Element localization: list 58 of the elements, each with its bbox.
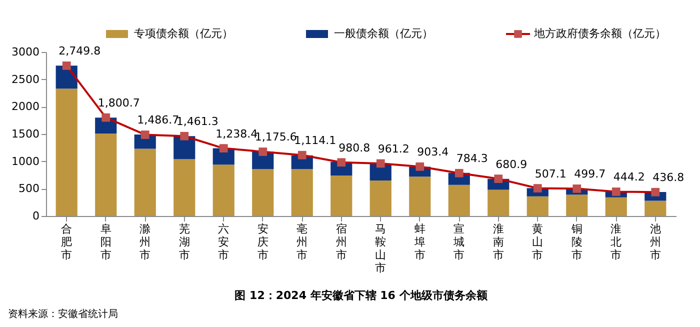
bar [134, 148, 156, 216]
data-label: 680.9 [496, 158, 528, 171]
y-tick-label: 3000 [12, 46, 40, 58]
x-tick-label: 合肥市 [61, 222, 72, 262]
bar [605, 197, 627, 216]
bar [526, 196, 548, 216]
x-tick-label: 宿州市 [336, 222, 347, 262]
x-tick-label: 池州市 [650, 222, 661, 262]
data-label: 444.2 [613, 170, 645, 184]
bar [644, 200, 666, 216]
x-tick-label: 阜阳市 [100, 222, 112, 262]
x-tick-label: 六安市 [218, 222, 230, 262]
data-label: 784.3 [456, 152, 488, 166]
x-tick-label: 铜陵市 [570, 222, 582, 262]
text: 图 12：2024 年安徽省下辖 16 个地级市债务余额 [234, 289, 488, 302]
data-label: 903.4 [417, 146, 449, 159]
bar [409, 176, 431, 216]
bar [95, 133, 117, 216]
y-tick-label: 500 [18, 182, 40, 196]
bar [212, 164, 234, 216]
x-tick-label: 淮南市 [492, 222, 504, 262]
data-label: 499.7 [574, 168, 606, 181]
data-label: 1,486.7 [137, 114, 180, 127]
data-label: 436.8 [652, 171, 684, 184]
y-tick-label: 1000 [12, 154, 40, 168]
bar [174, 159, 196, 216]
x-tick-label: 芜湖市 [178, 222, 190, 262]
x-tick-label: 马鞍山市 [375, 222, 386, 274]
bar [566, 194, 588, 216]
bar [252, 168, 274, 216]
x-tick-label: 滁州市 [140, 222, 151, 262]
y-tick-label: 0 [32, 210, 40, 222]
data-label: 1,114.1 [294, 134, 336, 148]
legend-label: 专项债余额（亿元） [134, 27, 233, 40]
data-label: 507.1 [534, 167, 566, 180]
x-tick-label: 宣城市 [452, 222, 465, 262]
data-label: 2,749.8 [58, 44, 101, 58]
bar [330, 176, 352, 216]
x-tick-label: 安庆市 [257, 222, 268, 262]
legend-label: 地方政府债务余额（亿元） [533, 27, 666, 40]
text: 资料来源：安徽省统计局 [8, 308, 118, 320]
data-label: 961.2 [378, 142, 410, 156]
data-label: 980.8 [338, 141, 370, 154]
x-tick-label: 黄山市 [532, 222, 544, 262]
bar [370, 180, 392, 216]
bar [56, 88, 78, 216]
data-label: 1,800.7 [98, 96, 140, 110]
x-tick-label: 淮北市 [610, 222, 622, 262]
y-tick-label: 2000 [12, 100, 40, 114]
y-tick-label: 1500 [12, 128, 40, 140]
bar [448, 184, 470, 216]
x-tick-label: 亳州市 [296, 222, 308, 262]
data-label: 1,175.6 [254, 130, 297, 144]
y-tick-label: 2500 [12, 72, 40, 86]
bar [291, 168, 313, 216]
legend-label: 一般债余额（亿元） [334, 27, 433, 40]
bar [488, 190, 510, 216]
x-tick-label: 蚌埠市 [413, 222, 426, 262]
